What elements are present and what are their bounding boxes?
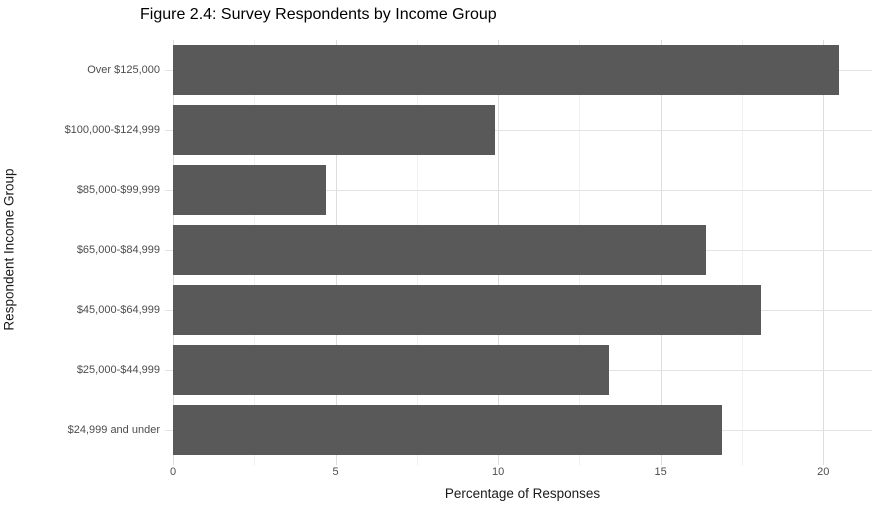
- x-tick-label: 10: [491, 466, 505, 478]
- x-tick-label: 5: [332, 466, 339, 478]
- bar-5: [173, 285, 762, 335]
- x-major-gridline: [823, 40, 825, 465]
- y-tick-label: $65,000-$84,999: [76, 244, 160, 256]
- y-tick-label: $25,000-$44,999: [76, 364, 160, 376]
- x-tick-label: 0: [169, 466, 177, 478]
- x-minor-gridline: [741, 40, 743, 465]
- chart-title: Figure 2.4: Survey Respondents by Income…: [140, 6, 497, 23]
- bar-3: [173, 165, 326, 215]
- x-tick-label: 20: [817, 466, 830, 478]
- y-major-gridline: [165, 190, 872, 191]
- bar-7: [173, 405, 723, 455]
- bar-1: [173, 45, 840, 95]
- y-tick-label: $85,000-$99,999: [76, 184, 160, 196]
- y-axis-title: Respondent Income Group: [1, 168, 17, 331]
- x-axis-title: Percentage of Responses: [444, 486, 601, 501]
- y-tick-label: $100,000-$124,999: [64, 124, 160, 136]
- bar-6: [173, 345, 609, 395]
- bar-2: [173, 105, 495, 155]
- y-major-gridline: [165, 130, 872, 131]
- x-tick-label: 15: [654, 466, 667, 478]
- plot-panel: [165, 40, 872, 465]
- y-tick-label: $45,000-$64,999: [76, 304, 160, 316]
- bar-4: [173, 225, 707, 275]
- y-tick-label: $24,999 and under: [67, 424, 160, 436]
- y-tick-label: Over $125,000: [87, 64, 160, 76]
